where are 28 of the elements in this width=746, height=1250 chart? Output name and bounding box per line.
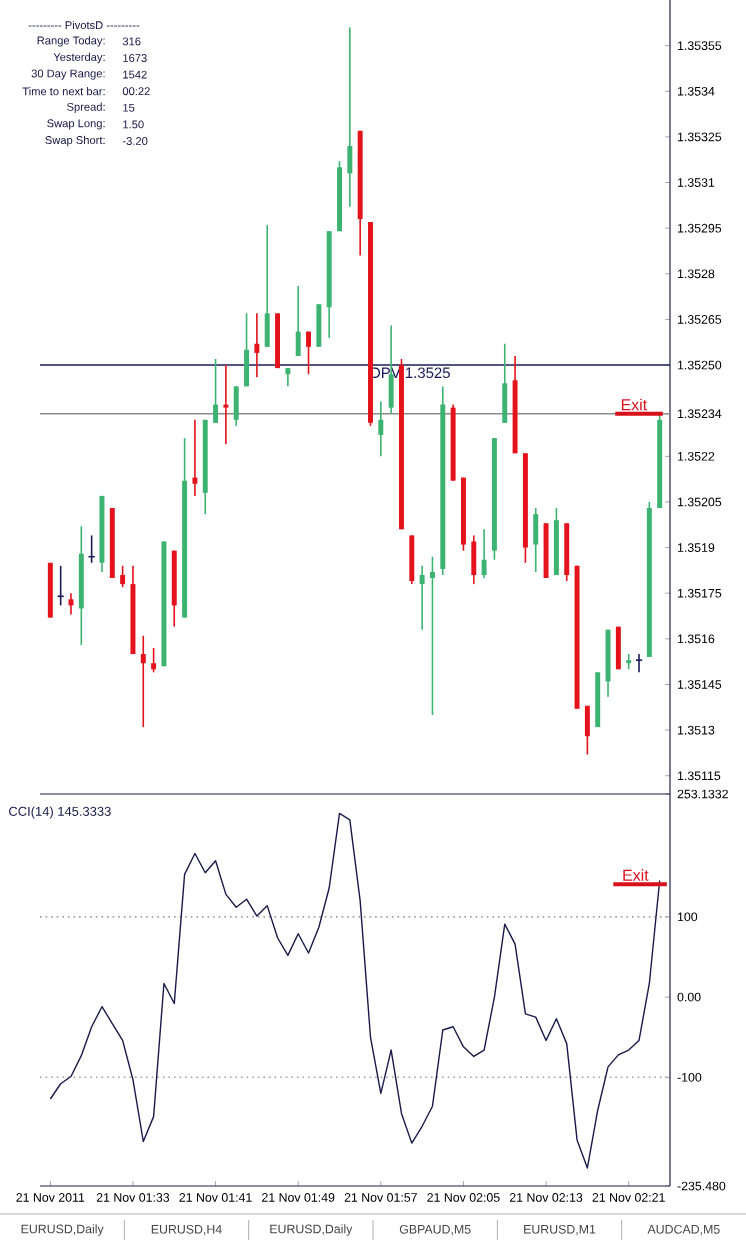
candlestick [285, 367, 291, 388]
candlestick [87, 534, 96, 564]
candlestick [635, 653, 643, 674]
candlestick [244, 312, 250, 388]
candlestick [471, 534, 477, 585]
candlestick [502, 342, 508, 424]
line-series [49, 812, 661, 1169]
candlestick [254, 312, 260, 379]
candlestick [347, 26, 353, 208]
candlestick [419, 565, 425, 631]
candlestick [56, 565, 65, 607]
candlestick [140, 635, 146, 728]
candlestick [151, 647, 157, 674]
candlestick [429, 555, 435, 716]
candlestick [295, 285, 301, 357]
candlestick [233, 385, 239, 427]
candlestick [264, 224, 270, 348]
candlestick [481, 528, 487, 579]
candlestick [223, 364, 229, 445]
candlestick [192, 419, 198, 497]
candlestick [409, 534, 415, 585]
candlestick [120, 565, 126, 588]
candlestick [533, 507, 539, 573]
candlestick [213, 358, 219, 424]
candlestick [378, 400, 384, 458]
candlestick [584, 704, 590, 756]
candlestick [306, 330, 312, 375]
candlestick [316, 303, 322, 348]
